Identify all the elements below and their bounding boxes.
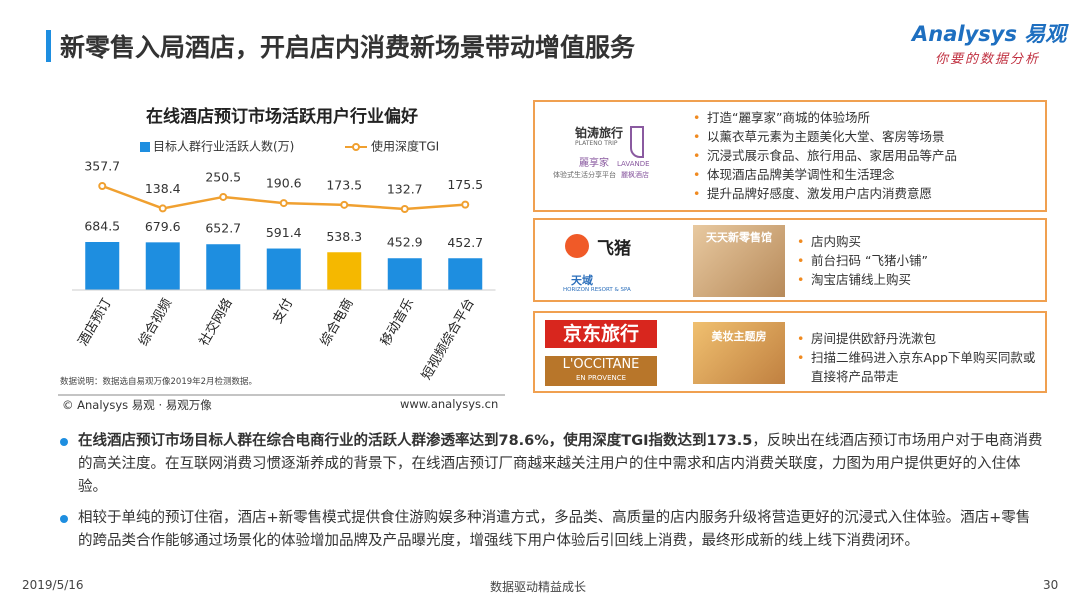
bullet: 房间提供欧舒丹洗漱包 <box>797 329 1037 348</box>
slide-title: 新零售入局酒店，开启店内消费新场景带动增值服务 <box>60 33 636 62</box>
line-point <box>400 205 409 213</box>
chart-note: 数据说明：数据选自易观万像2019年2月检测数据。 <box>60 377 258 387</box>
logo-text: L'OCCITANE <box>562 357 640 372</box>
logo-text: 体验式生活分享平台 <box>553 171 616 179</box>
x-tick-label: 综合电商 <box>318 296 357 349</box>
logo-text: 铂涛旅行 <box>575 126 624 140</box>
data-label: 173.5 <box>326 177 362 192</box>
footer-date: 2019/5/16 <box>22 578 84 592</box>
panel-bullets: 打造“麗享家”商城的体验场所以薰衣草元素为主题美化大堂、客房等场景沉浸式展示食品… <box>693 108 1033 203</box>
x-tick-label: 综合视频 <box>136 296 175 349</box>
bullet: 提升品牌好感度、激发用户店内消费意愿 <box>693 184 1033 203</box>
data-label: 652.7 <box>205 221 241 236</box>
line-point <box>461 200 470 209</box>
bullet-dot <box>60 438 68 446</box>
legend-marker <box>352 143 360 151</box>
paragraph: 在线酒店预订市场目标人群在综合电商行业的活跃人群渗透率达到78.6%，使用深度T… <box>78 430 1043 499</box>
data-label: 250.5 <box>205 169 241 184</box>
line-point <box>279 199 288 208</box>
logo-mark <box>630 126 644 158</box>
logo-text: 京东旅行 <box>545 320 657 348</box>
panel-bullets: 店内购买前台扫码 “飞猪小铺”淘宝店铺线上购买 <box>797 232 1037 289</box>
bar <box>145 242 180 290</box>
panel: 飞猪 天域 HORIZON RESORT & SPA 天天新零售馆 店内购买前台… <box>533 218 1047 302</box>
data-label: 538.3 <box>326 229 362 244</box>
panel: 铂涛旅行 PLATENO TRIP 麗享家 体验式生活分享平台 LAVANDE … <box>533 100 1047 212</box>
legend-swatch <box>140 142 150 152</box>
x-tick-label: 社交网络 <box>196 296 236 349</box>
bullet: 以薰衣草元素为主题美化大堂、客房等场景 <box>693 127 1033 146</box>
photo: 美妆主题房 <box>693 322 785 384</box>
bar <box>206 244 241 290</box>
data-label: 190.6 <box>266 176 302 191</box>
x-tick-label: 短视频综合平台 <box>419 296 477 382</box>
bar <box>327 252 362 290</box>
chart-source: © Analysys 易观 · 易观万像 <box>62 398 212 412</box>
bullet: 扫描二维码进入京东App下单购买同款或直接将产品带走 <box>797 348 1037 386</box>
bar <box>387 258 422 290</box>
logo-text: LAVANDE <box>617 160 650 168</box>
line-point <box>219 192 228 201</box>
bullet: 打造“麗享家”商城的体验场所 <box>693 108 1033 127</box>
logo: Analysys 易观 <box>912 18 1066 48</box>
logo-box: L'OCCITANE EN PROVENCE <box>545 356 657 386</box>
bullet: 店内购买 <box>797 232 1037 251</box>
chart-website: www.analysys.cn <box>400 397 499 411</box>
data-label: 357.7 <box>84 159 120 174</box>
logo-text: 天域 <box>571 274 593 287</box>
bullet-dot <box>60 515 68 523</box>
data-label: 591.4 <box>266 225 302 240</box>
title-bar <box>46 30 51 62</box>
bar <box>448 258 483 290</box>
photo-label: 天天新零售馆 <box>706 231 772 244</box>
logo-brand: Analysys <box>912 22 1017 46</box>
bullet: 体现酒店品牌美学调性和生活理念 <box>693 165 1033 184</box>
bullet: 淘宝店铺线上购买 <box>797 270 1037 289</box>
logo-text: 麗枫酒店 <box>621 171 649 179</box>
logo-text: 麗享家 <box>579 158 609 169</box>
photo: 天天新零售馆 <box>693 225 785 297</box>
logo-mark <box>565 234 589 258</box>
paragraph-text: ，反映出在线酒店预订市场用户对于电商消费的高关注度。在互联网消费习惯逐渐养成的背… <box>78 433 1043 495</box>
logo-text: HORIZON RESORT & SPA <box>563 287 631 293</box>
logo-text: PLATENO TRIP <box>575 140 618 147</box>
data-label: 679.6 <box>145 219 181 234</box>
logo-text: EN PROVENCE <box>575 374 627 382</box>
x-tick-label: 酒店预订 <box>76 296 115 349</box>
data-label: 175.5 <box>447 177 483 192</box>
footer-slogan: 数据驱动精益成长 <box>490 580 587 594</box>
x-tick-label: 支付 <box>270 296 296 326</box>
photo-label: 美妆主题房 <box>711 330 767 343</box>
legend-label: 使用深度TGI <box>371 139 439 154</box>
data-label: 452.9 <box>387 235 423 250</box>
data-label: 138.4 <box>145 181 181 196</box>
line-point <box>98 182 107 190</box>
panel-bullets: 房间提供欧舒丹洗漱包扫描二维码进入京东App下单购买同款或直接将产品带走 <box>797 329 1037 386</box>
bar <box>85 242 120 290</box>
bar <box>266 248 301 290</box>
data-label: 452.7 <box>447 235 483 250</box>
legend-label: 目标人群行业活跃人数(万) <box>153 139 294 154</box>
x-tick-label: 移动音乐 <box>377 296 417 349</box>
data-label: 132.7 <box>387 182 423 197</box>
logo-text: 飞猪 <box>597 239 631 259</box>
paragraph: 相较于单纯的预订住宿，酒店+新零售模式提供食住游购娱多种消遣方式，多品类、高质量… <box>78 507 1043 553</box>
bullet: 前台扫码 “飞猪小铺” <box>797 251 1037 270</box>
chart-title: 在线酒店预订市场活跃用户行业偏好 <box>146 106 418 127</box>
paragraph-bold: 在线酒店预订市场目标人群在综合电商行业的活跃人群渗透率达到78.6%，使用深度T… <box>78 433 753 449</box>
line-point <box>158 204 167 213</box>
footer-page: 30 <box>1043 578 1059 592</box>
data-label: 684.5 <box>84 219 120 234</box>
logo-cn: 易观 <box>1024 22 1067 46</box>
logo-tagline: 你要的数据分析 <box>935 52 1041 67</box>
line-point <box>340 200 349 209</box>
paragraph-text: 相较于单纯的预订住宿，酒店+新零售模式提供食住游购娱多种消遣方式，多品类、高质量… <box>78 510 1031 549</box>
panel: 京东旅行 L'OCCITANE EN PROVENCE 美妆主题房 房间提供欧舒… <box>533 311 1047 393</box>
bullet: 沉浸式展示食品、旅行用品、家居用品等产品 <box>693 146 1033 165</box>
